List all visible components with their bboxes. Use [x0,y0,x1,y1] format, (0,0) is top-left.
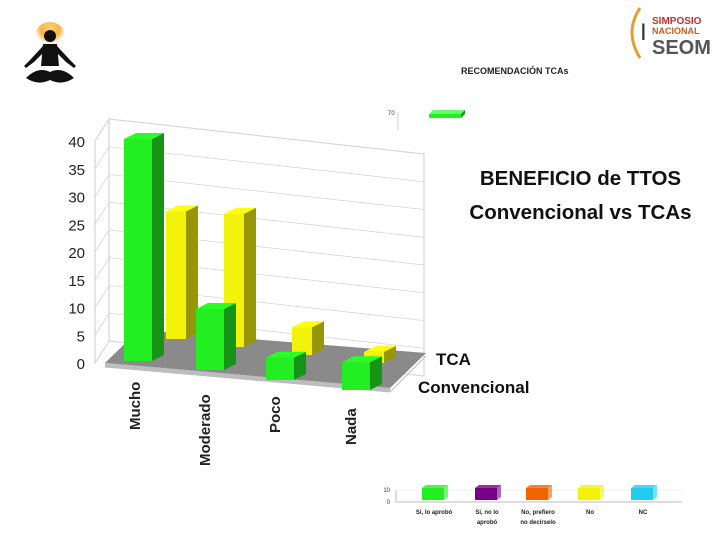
legend-convencional: Convencional [418,378,530,397]
bar-convencional-mucho-top [124,133,164,139]
bar-convencional-nada-top [342,356,382,363]
bar-tca-moderado-side [244,207,256,347]
mini-bar-side [444,485,448,500]
title-line-2: Convencional vs TCAs [469,201,692,224]
bar-convencional-poco [266,357,294,380]
meditation-silhouette-icon [24,22,76,83]
y-tick-label: 10 [68,301,85,318]
x-category-label: Poco [267,396,284,433]
gridline [94,229,425,266]
gridline [94,146,425,183]
bar-tca-poco-top [292,321,324,328]
mini-bar [475,488,497,500]
gridline [94,201,425,238]
top-mini-tick: 70 [388,111,395,117]
y-tick-label: 5 [77,328,85,345]
mini-bar-side [548,485,552,500]
bar-tca-nada-side [384,345,396,363]
bar-tca-poco-side [312,321,324,355]
mini-category-label: Si, no lo [475,510,499,516]
x-category-label: Mucho [127,382,144,430]
bar-convencional-poco-side [294,351,306,380]
mini-recommendation-chart: 10 0 Si, lo aprobó Si, no lo aprobó No, prefi… [383,485,682,526]
bar-tca-moderado-top [224,207,256,214]
seom-logo: I SIMPOSIO NACIONAL SEOM [622,4,718,62]
legend-tca: TCA [436,350,471,369]
chart-floor-edge [105,363,390,392]
x-category-label: Nada [343,408,360,445]
bar-convencional-mucho-side [152,133,164,361]
gridline [94,257,425,294]
gridline [94,174,425,210]
seom-logo-icon: I SIMPOSIO NACIONAL SEOM [630,7,711,59]
mini-bar-top [422,485,448,488]
mini-bar-side [600,485,604,500]
bar-convencional-nada [342,362,370,390]
mini-category-label: Si, lo aprobó [416,510,453,516]
mini-tick-label: 10 [383,488,390,494]
mini-bar [422,488,444,500]
bar-tca-mucho-side [186,205,198,339]
main-title: BENEFICIO de TTOS Convencional vs TCAs [438,162,720,230]
bar-tca-mucho [166,211,186,339]
mini-bar [631,488,653,500]
mini-category-label: NC [639,510,648,516]
mini-category-label: aprobó [477,520,498,526]
svg-text:SEOM: SEOM [652,37,711,59]
bar-tca-poco [292,327,312,355]
title-line-1: BENEFICIO de TTOS [479,167,682,190]
bar-tca-mucho-top [166,205,198,212]
mini-bar-top [526,485,552,488]
y-tick-label: 25 [68,217,85,234]
depth-axis-line [389,355,427,393]
mini-tick-label: 0 [387,500,391,506]
mini-bar-top [475,485,501,488]
x-category-label: Moderado [197,394,214,466]
y-tick-label: 40 [68,134,85,151]
y-tick-label: 15 [68,273,85,290]
svg-text:I: I [640,19,647,46]
gridline [94,118,425,155]
mini-category-label: No, prefiero [521,510,555,516]
meditation-logo [18,22,82,94]
recommendation-title: RECOMENDACIÓN TCAs [461,66,569,76]
gridline [94,285,425,321]
bar-convencional-moderado [196,308,224,370]
svg-text:SIMPOSIO: SIMPOSIO [652,16,702,27]
mini-category-label: no decírselo [520,520,556,526]
mini-bar [526,488,548,500]
mini-bar-top [578,485,604,488]
bar-convencional-nada-side [370,356,382,390]
y-tick-label: 30 [68,190,85,207]
mini-bar-top [631,485,657,488]
y-tick-label: 35 [68,162,85,179]
svg-text:NACIONAL: NACIONAL [652,26,700,36]
mini-category-label: No [586,510,594,516]
bar-convencional-poco-top [266,351,306,358]
bar-convencional-moderado-side [224,302,236,370]
mini-bar-side [497,485,501,500]
bar-tca-nada-top [364,345,396,352]
mini-bar [578,488,600,500]
mini-bar-side [653,485,657,500]
y-tick-label: 20 [68,245,85,262]
bar-convencional-mucho [124,139,152,361]
y-tick-label: 0 [77,356,85,373]
bar-convencional-moderado-top [196,302,236,309]
top-mini-chart: 70 [380,100,470,130]
